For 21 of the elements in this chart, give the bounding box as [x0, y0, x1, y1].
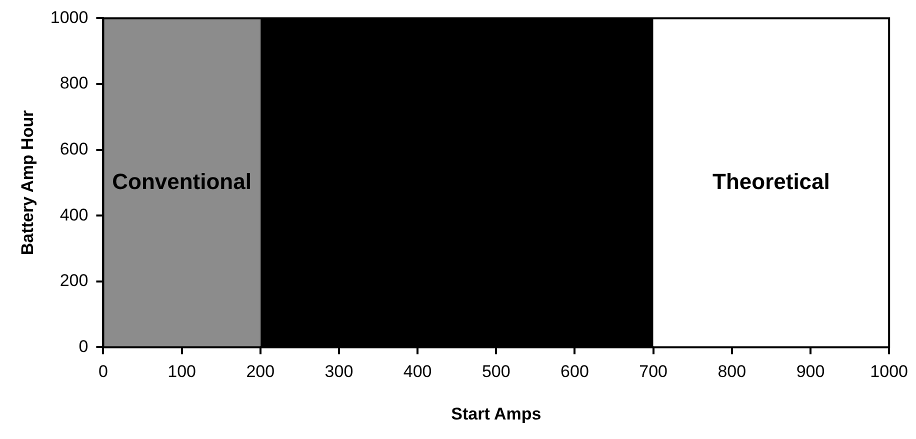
y-axis-title: Battery Amp Hour [18, 110, 37, 256]
x-tick-label: 400 [403, 362, 432, 382]
y-tick-label: 0 [78, 336, 88, 356]
x-tick-label: 300 [324, 362, 354, 382]
y-tick-label: 200 [60, 271, 88, 290]
y-tick-label: 800 [60, 74, 88, 93]
x-tick-label: 0 [98, 362, 108, 382]
y-tick-label: 600 [60, 139, 88, 158]
x-tick-label: 100 [168, 362, 196, 382]
x-tick-label: 900 [796, 362, 825, 382]
x-tick-label: 500 [482, 362, 510, 382]
x-tick-label: 600 [560, 362, 589, 382]
x-tick-label: 1000 [870, 362, 908, 382]
x-tick-label: 800 [718, 362, 746, 382]
y-tick-label: 1000 [50, 8, 88, 27]
x-tick-label: 700 [639, 362, 668, 382]
x-axis-title: Start Amps [451, 404, 542, 424]
x-tick-label: 200 [246, 362, 275, 382]
y-tick-label: 400 [60, 205, 88, 224]
series-label: Theoretical [712, 168, 830, 194]
series-label: Conventional [112, 168, 252, 194]
